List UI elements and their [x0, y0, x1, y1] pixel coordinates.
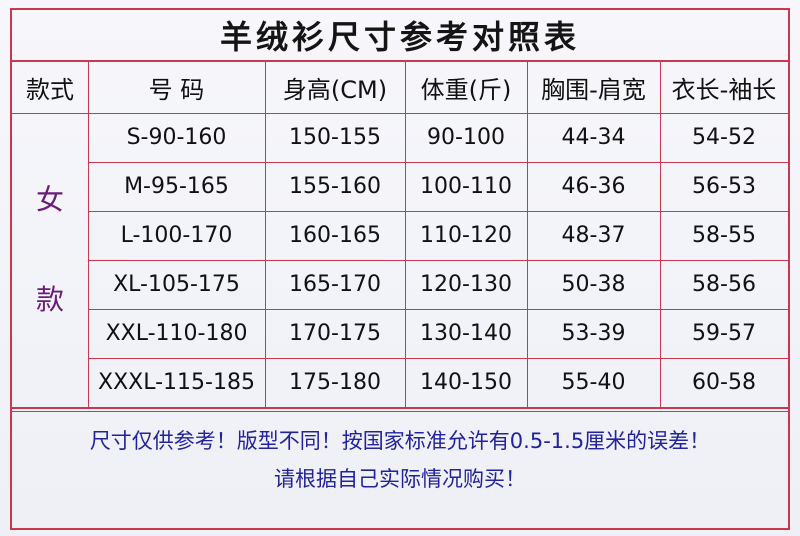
column-line	[88, 62, 89, 407]
data-cell: 100-110	[420, 174, 512, 199]
data-cell: XXXL-115-185	[98, 370, 255, 395]
row-line	[88, 309, 788, 310]
border-line	[10, 528, 790, 530]
data-cell: 140-150	[420, 370, 512, 395]
group-label: 女	[35, 183, 64, 216]
row-line	[88, 260, 788, 261]
data-cell: 160-165	[289, 223, 381, 248]
data-cell: XL-105-175	[113, 272, 240, 297]
row-line	[88, 162, 788, 163]
footer-note: 请根据自己实际情况购买！	[274, 467, 526, 491]
header-cell: 号 码	[148, 76, 205, 104]
border-line	[12, 407, 788, 409]
border-line	[10, 8, 790, 10]
data-cell: XXL-110-180	[105, 321, 248, 346]
data-cell: 44-34	[561, 125, 626, 150]
column-line	[265, 62, 266, 407]
data-cell: 48-37	[561, 223, 626, 248]
data-cell: L-100-170	[120, 223, 233, 248]
header-cell: 胸围-肩宽	[541, 76, 646, 104]
data-cell: 110-120	[420, 223, 512, 248]
data-cell: 130-140	[420, 321, 512, 346]
title: 羊绒衫尺寸参考对照表	[219, 18, 580, 56]
header-cell: 体重(斤)	[420, 76, 512, 104]
data-cell: 56-53	[692, 174, 756, 199]
data-cell: 170-175	[289, 321, 381, 346]
border-line	[12, 60, 788, 62]
border-line	[788, 8, 790, 530]
data-cell: 150-155	[289, 125, 381, 150]
column-line	[660, 62, 661, 407]
footer-note: 尺寸仅供参考！版型不同！按国家标准允许有0.5-1.5厘米的误差！	[89, 429, 711, 453]
border-line	[12, 113, 788, 114]
data-cell: 175-180	[289, 370, 381, 395]
data-cell: 46-36	[561, 174, 626, 199]
column-line	[527, 62, 528, 407]
data-cell: M-95-165	[124, 174, 229, 199]
data-cell: S-90-160	[126, 125, 227, 150]
border-line	[12, 411, 788, 412]
data-cell: 53-39	[561, 321, 626, 346]
data-cell: 60-58	[692, 370, 756, 395]
data-cell: 58-56	[692, 272, 756, 297]
data-cell: 155-160	[289, 174, 381, 199]
header-cell: 身高(CM)	[282, 76, 388, 104]
column-line	[405, 62, 406, 407]
data-cell: 120-130	[420, 272, 512, 297]
data-cell: 50-38	[561, 272, 626, 297]
header-cell: 款式	[26, 76, 74, 104]
data-cell: 54-52	[692, 125, 756, 150]
data-cell: 90-100	[427, 125, 505, 150]
header-cell: 衣长-袖长	[671, 76, 777, 104]
group-label: 款	[35, 283, 64, 316]
row-line	[88, 358, 788, 359]
data-cell: 55-40	[561, 370, 626, 395]
row-line	[88, 211, 788, 212]
data-cell: 58-55	[692, 223, 756, 248]
border-line	[10, 8, 12, 530]
data-cell: 59-57	[692, 321, 756, 346]
data-cell: 165-170	[289, 272, 381, 297]
